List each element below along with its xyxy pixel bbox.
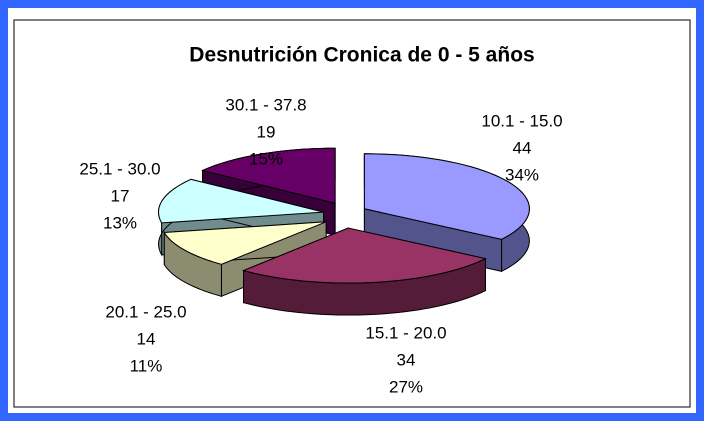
data-label-percent: 13% bbox=[103, 213, 137, 232]
pie-slice bbox=[163, 221, 327, 265]
pie-slice bbox=[158, 178, 324, 224]
pie-slice bbox=[241, 227, 487, 284]
data-label-value: 19 bbox=[257, 122, 276, 141]
chart-title: Desnutrición Cronica de 0 - 5 años bbox=[189, 44, 534, 67]
data-label-percent: 15% bbox=[249, 149, 283, 168]
data-label-category: 20.1 - 25.0 bbox=[105, 302, 186, 321]
data-label-value: 34 bbox=[397, 350, 416, 369]
chart-border bbox=[13, 19, 691, 408]
data-label-category: 30.1 - 37.8 bbox=[225, 95, 306, 114]
data-label-value: 14 bbox=[137, 329, 156, 348]
data-label-percent: 11% bbox=[130, 356, 163, 375]
data-label-category: 25.1 - 30.0 bbox=[79, 159, 160, 178]
data-label-percent: 27% bbox=[389, 377, 423, 396]
data-label-category: 10.1 - 15.0 bbox=[481, 111, 562, 130]
data-label-category: 15.1 - 20.0 bbox=[365, 323, 446, 342]
data-label-value: 44 bbox=[513, 138, 532, 157]
data-label-value: 17 bbox=[111, 186, 130, 205]
data-label-percent: 34% bbox=[505, 165, 539, 184]
pie-slice bbox=[363, 153, 530, 240]
pie-slice bbox=[201, 147, 336, 204]
slice bbox=[241, 227, 487, 316]
chart-area bbox=[8, 8, 696, 413]
